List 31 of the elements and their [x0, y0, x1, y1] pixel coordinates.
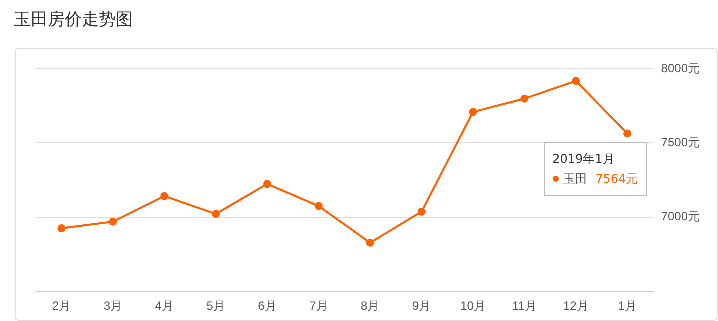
x-tick-label: 11月: [512, 299, 537, 314]
x-tick-label: 2月: [52, 299, 72, 314]
x-tick-label: 12月: [563, 299, 589, 314]
x-tick-label: 9月: [412, 299, 432, 314]
point: [314, 202, 323, 210]
y-tick-label: 7000元: [661, 210, 700, 224]
point: [263, 180, 272, 188]
point: [624, 130, 632, 138]
legend-label: 玉田: [564, 172, 588, 186]
point: [160, 192, 169, 200]
point: [109, 218, 118, 226]
y-tick-label: 7500元: [661, 136, 700, 150]
x-tick-label: 7月: [310, 299, 328, 314]
x-tick-label: 10月: [460, 299, 486, 314]
x-tick-label: 4月: [155, 299, 174, 314]
x-tick-label: 1月: [618, 299, 637, 314]
point: [520, 94, 529, 103]
x-tick-label: 5月: [206, 299, 226, 314]
point: [418, 208, 426, 216]
point: [572, 77, 580, 86]
x-tick-label: 6月: [258, 299, 277, 314]
x-tick-label: 8月: [361, 299, 380, 314]
point: [58, 224, 66, 233]
y-tick-label: 8000元: [661, 61, 700, 76]
x-tick-label: 3月: [104, 299, 123, 314]
data-label: 7564元: [596, 172, 638, 186]
point: [469, 108, 478, 116]
point: [212, 210, 220, 218]
chart-title: 玉田房价走势图: [14, 9, 133, 31]
point: [366, 238, 374, 247]
annotation: 2019年1月: [552, 150, 616, 168]
